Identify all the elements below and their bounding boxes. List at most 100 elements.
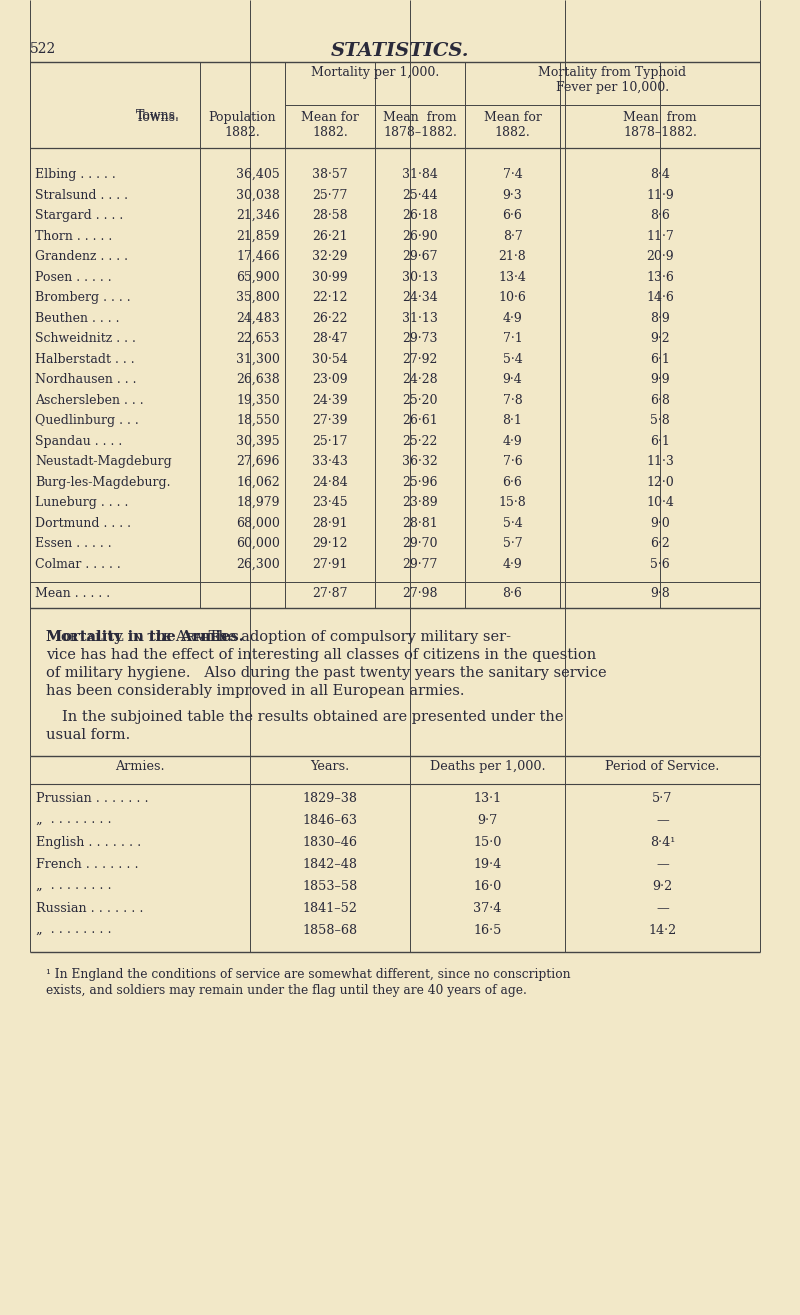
Text: Armies.: Armies. [115,760,165,773]
Text: 8·6: 8·6 [650,209,670,222]
Text: —: — [656,857,669,871]
Text: 28·91: 28·91 [312,517,348,530]
Text: 6·1: 6·1 [650,352,670,366]
Text: 25·22: 25·22 [402,434,438,447]
Text: 36·32: 36·32 [402,455,438,468]
Text: 7·6: 7·6 [502,455,522,468]
Text: 9·9: 9·9 [650,373,670,387]
Text: 4·9: 4·9 [502,434,522,447]
Text: Nordhausen . . .: Nordhausen . . . [35,373,137,387]
Text: Quedlinburg . . .: Quedlinburg . . . [35,414,138,427]
Text: 24,483: 24,483 [236,312,280,325]
Text: 38·57: 38·57 [312,168,348,181]
Text: Colmar . . . . .: Colmar . . . . . [35,558,121,571]
Text: Aschersleben . . .: Aschersleben . . . [35,393,144,406]
Text: 9·3: 9·3 [502,188,522,201]
Text: 25·77: 25·77 [312,188,348,201]
Text: French . . . . . . .: French . . . . . . . [36,857,138,871]
Text: 16,062: 16,062 [236,476,280,488]
Text: 6·8: 6·8 [650,393,670,406]
Text: has been considerably improved in all European armies.: has been considerably improved in all Eu… [46,684,465,698]
Text: 36,405: 36,405 [236,168,280,181]
Text: English . . . . . . .: English . . . . . . . [36,836,142,849]
Text: 30·54: 30·54 [312,352,348,366]
Text: 8·7: 8·7 [502,230,522,242]
Text: Essen . . . . .: Essen . . . . . [35,537,112,550]
Text: 24·39: 24·39 [312,393,348,406]
Text: 22·12: 22·12 [312,291,348,304]
Text: 27,696: 27,696 [237,455,280,468]
Text: Spandau . . . .: Spandau . . . . [35,434,122,447]
Text: Luneburg . . . .: Luneburg . . . . [35,496,128,509]
Text: 22,653: 22,653 [237,331,280,345]
Text: 30,038: 30,038 [236,188,280,201]
Text: 25·17: 25·17 [312,434,348,447]
Text: Bromberg . . . .: Bromberg . . . . [35,291,130,304]
Text: Population
1882.: Population 1882. [209,110,276,139]
Text: 27·87: 27·87 [312,586,348,600]
Text: 8·9: 8·9 [650,312,670,325]
Text: 9·2: 9·2 [652,880,673,893]
Text: vice has had the effect of interesting all classes of citizens in the question: vice has had the effect of interesting a… [46,648,596,661]
Text: Mean for
1882.: Mean for 1882. [483,110,542,139]
Text: 1841–52: 1841–52 [302,902,358,915]
Text: 23·09: 23·09 [312,373,348,387]
Text: 4·9: 4·9 [502,558,522,571]
Text: 8·6: 8·6 [502,586,522,600]
Text: Years.: Years. [310,760,350,773]
Text: Neustadt-Magdeburg: Neustadt-Magdeburg [35,455,172,468]
Text: 21,346: 21,346 [236,209,280,222]
Text: Mean  from
1878–1882.: Mean from 1878–1882. [383,110,457,139]
Text: „  . . . . . . . .: „ . . . . . . . . [36,814,112,827]
Text: 25·44: 25·44 [402,188,438,201]
Text: 522: 522 [30,42,56,57]
Text: 31,300: 31,300 [236,352,280,366]
Text: 11·9: 11·9 [646,188,674,201]
Text: 13·4: 13·4 [498,271,526,284]
Text: 6·2: 6·2 [650,537,670,550]
Text: 26·18: 26·18 [402,209,438,222]
Text: Halberstadt . . .: Halberstadt . . . [35,352,134,366]
Text: 7·1: 7·1 [502,331,522,345]
Text: 14·6: 14·6 [646,291,674,304]
Text: 33·43: 33·43 [312,455,348,468]
Text: —: — [656,902,669,915]
Text: 31·84: 31·84 [402,168,438,181]
Text: Mᴏʀᴛᴀʟɪᴛʟ ɪɴ ᴛʟᴇ Aʀᴍɪᴇѕ.: Mᴏʀᴛᴀʟɪᴛʟ ɪɴ ᴛʟᴇ Aʀᴍɪᴇѕ. [46,630,232,644]
Text: 27·91: 27·91 [312,558,348,571]
Text: 9·4: 9·4 [502,373,522,387]
Text: 28·47: 28·47 [312,331,348,345]
Text: 29·73: 29·73 [402,331,438,345]
Text: 8·1: 8·1 [502,414,522,427]
Text: Elbing . . . . .: Elbing . . . . . [35,168,116,181]
Text: 8·4¹: 8·4¹ [650,836,675,849]
Text: 10·4: 10·4 [646,496,674,509]
Text: 11·3: 11·3 [646,455,674,468]
Text: 15·8: 15·8 [498,496,526,509]
Text: Mortality from Typhoid
Fever per 10,000.: Mortality from Typhoid Fever per 10,000. [538,66,686,93]
Text: 13·1: 13·1 [474,792,502,805]
Text: 25·20: 25·20 [402,393,438,406]
Text: 29·70: 29·70 [402,537,438,550]
Text: 15·0: 15·0 [474,836,502,849]
Text: STATISTICS.: STATISTICS. [330,42,470,60]
Text: 29·77: 29·77 [402,558,438,571]
Text: of military hygiene.   Also during the past twenty years the sanitary service: of military hygiene. Also during the pas… [46,665,606,680]
Text: Schweidnitz . . .: Schweidnitz . . . [35,331,136,345]
Text: ¹ In England the conditions of service are somewhat different, since no conscrip: ¹ In England the conditions of service a… [46,968,570,981]
Text: 5·6: 5·6 [650,558,670,571]
Text: In the subjoined table the results obtained are presented under the: In the subjoined table the results obtai… [62,710,563,725]
Text: 7·4: 7·4 [502,168,522,181]
Text: 12·0: 12·0 [646,476,674,488]
Text: 6·6: 6·6 [502,476,522,488]
Text: 30·99: 30·99 [312,271,348,284]
Text: 23·45: 23·45 [312,496,348,509]
Text: Prussian . . . . . . .: Prussian . . . . . . . [36,792,149,805]
Text: 29·67: 29·67 [402,250,438,263]
Text: 35,800: 35,800 [236,291,280,304]
Text: 5·4: 5·4 [502,352,522,366]
Text: Mean . . . . .: Mean . . . . . [35,586,110,600]
Text: 6·1: 6·1 [650,434,670,447]
Text: 1858–68: 1858–68 [302,924,358,938]
Text: —: — [656,814,669,827]
